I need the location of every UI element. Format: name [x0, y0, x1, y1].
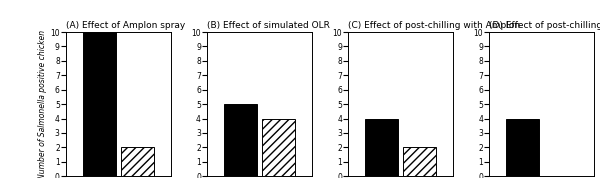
Text: (D) Effect of post-chilling with PAA: (D) Effect of post-chilling with PAA [490, 21, 600, 30]
Y-axis label: Number of Salmonella positive chicken: Number of Salmonella positive chicken [38, 30, 47, 178]
Bar [224, 104, 257, 176]
Bar [83, 32, 116, 176]
Text: (A) Effect of Amplon spray: (A) Effect of Amplon spray [66, 21, 185, 30]
Bar [262, 119, 295, 176]
Bar [365, 119, 398, 176]
Bar [403, 147, 436, 176]
Bar [506, 119, 539, 176]
Bar [121, 147, 154, 176]
Text: (B) Effect of simulated OLR: (B) Effect of simulated OLR [207, 21, 330, 30]
Text: (C) Effect of post-chilling with Amplon: (C) Effect of post-chilling with Amplon [348, 21, 520, 30]
